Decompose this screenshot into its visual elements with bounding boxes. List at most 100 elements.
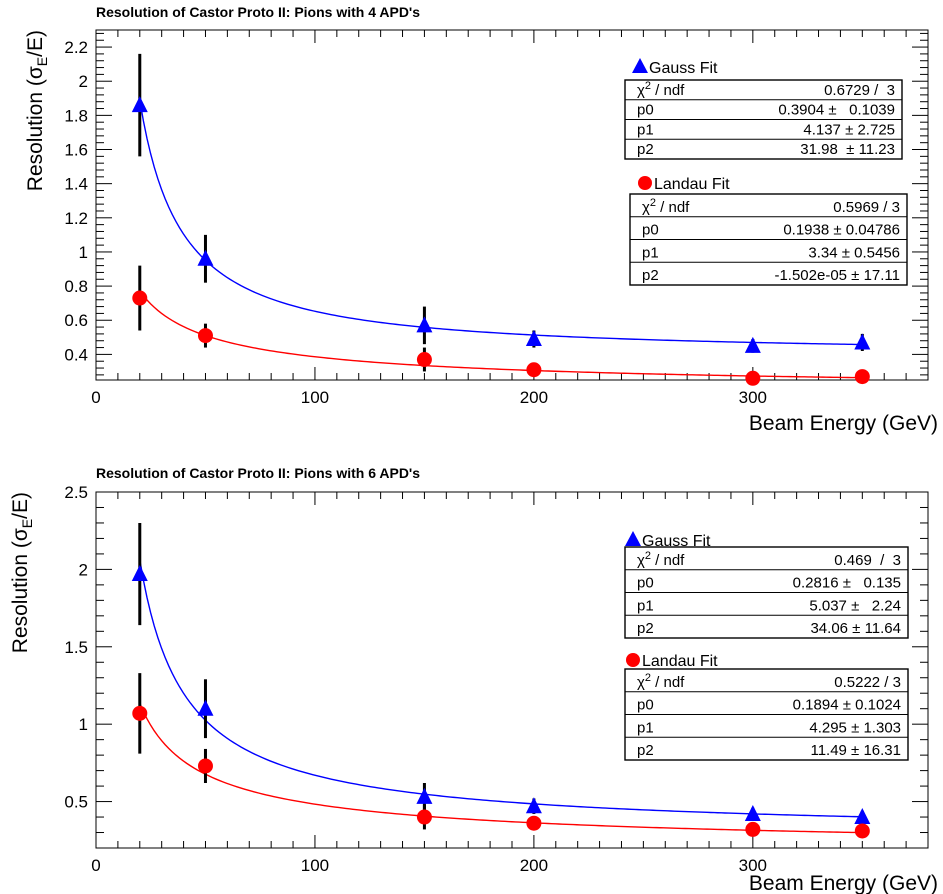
stat-label: p1 [642,244,659,261]
stat-value: 11.49 ± 16.31 [810,742,901,759]
chart-panel-1: Resolution of Castor Proto II: Pions wit… [24,4,938,435]
stat-value: 4.295 ± 1.303 [809,719,901,736]
legend-label: Gauss Fit [649,60,718,77]
data-point [416,352,432,368]
y-axis-title-part: Resolution ( [24,79,47,191]
data-point [131,96,148,113]
y-axis-title-sigma: σ [9,528,32,541]
stat-label-sup: 2 [645,672,651,684]
x-tick-label: 200 [520,388,548,407]
y-tick-label: 2 [79,72,88,91]
stat-label-rest: / ndf [651,82,685,99]
legend-label: Gauss Fit [642,533,711,550]
stat-label: p1 [637,597,654,614]
stat-label: p2 [637,620,654,637]
stat-label: p0 [642,222,659,239]
data-point [854,808,871,825]
y-tick-label: 1 [79,715,88,734]
data-point [416,787,433,804]
stat-label: p0 [637,102,654,119]
y-tick-label: 1 [79,243,88,262]
stat-value: 0.6729 / 3 [824,82,895,99]
stat-label-chi: χ [637,552,645,569]
y-tick-label: 2.5 [64,483,88,502]
y-axis-title-part: Resolution ( [9,541,32,653]
data-point [526,815,542,831]
stat-value: 0.5969 / 3 [833,199,900,216]
x-axis-title: Beam Energy (GeV) [749,872,938,894]
x-tick-label: 0 [91,388,100,407]
stat-label: p0 [637,697,654,714]
data-point [854,333,871,350]
stat-label-rest: / ndf [651,552,685,569]
data-point [744,804,761,821]
fit-curve [139,702,863,834]
data-point [745,821,761,837]
y-tick-label: 1.4 [64,175,88,194]
legend-marker [625,531,641,546]
y-tick-label: 2.2 [64,38,88,57]
stat-label: χ2 / ndf [642,197,690,216]
legend-marker [632,58,648,73]
legend-label: Landau Fit [642,653,718,670]
chart-panel-2: Resolution of Castor Proto II: Pions wit… [9,465,938,894]
y-axis-title: Resolution (σE/E) [9,492,35,653]
data-point [197,249,214,266]
y-tick-label: 0.6 [64,311,88,330]
stat-label: p2 [642,267,659,284]
stat-label-chi: χ [642,199,650,216]
x-tick-label: 100 [301,856,329,875]
data-point [131,565,148,582]
stat-label-chi: χ [637,82,645,99]
stat-label: p1 [637,719,654,736]
y-axis-title-sigma: σ [24,66,47,79]
x-tick-label: 300 [739,856,767,875]
y-tick-label: 0.4 [64,345,88,364]
stat-label: χ2 / ndf [637,672,685,691]
stat-value: 34.06 ± 11.64 [810,620,901,637]
stat-label: p0 [637,575,654,592]
data-point [197,699,214,716]
y-tick-label: 1.2 [64,209,88,228]
data-point [197,328,213,344]
stat-label-chi: χ [637,674,645,691]
stat-value: -1.502e-05 ± 17.11 [774,267,900,284]
stat-label-sup: 2 [645,80,651,92]
stat-value: 0.2816 ± 0.135 [793,575,901,592]
stat-value: 0.469 / 3 [834,552,901,569]
data-point [744,336,761,353]
stat-label: p2 [637,742,654,759]
y-axis-title-subscript: E [34,57,50,66]
stat-value: 0.5222 / 3 [834,674,901,691]
x-tick-label: 100 [301,388,329,407]
data-point [745,370,761,386]
data-point [526,362,542,378]
fit-curve [139,559,863,818]
stat-box: χ2 / ndf 0.6729 / 3 p0 0.3904 ± 0.1039 p1 4.1… [624,79,903,160]
data-point [854,823,870,839]
legend-marker [626,653,640,667]
fit-curve [139,100,863,346]
series-landau: Landau Fit χ2 / ndf 0.5222 / 3 p0 0.1894 ± 0… [132,653,909,839]
y-tick-label: 0.8 [64,277,88,296]
x-tick-label: 200 [520,856,548,875]
y-tick-label: 1.5 [64,638,88,657]
stat-value: 4.137 ± 2.725 [803,121,895,138]
y-axis-title-part: /E) [24,30,47,57]
y-tick-label: 2 [79,560,88,579]
legend-label: Landau Fit [654,176,730,193]
chart-title: Resolution of Castor Proto II: Pions wit… [96,4,420,20]
data-point [525,797,542,814]
data-point [132,290,148,306]
y-tick-label: 0.5 [64,793,88,812]
y-axis-title-subscript: E [19,519,35,528]
x-tick-label: 0 [91,856,100,875]
x-tick-label: 300 [739,388,767,407]
data-point [416,316,433,333]
fit-curve [139,290,863,379]
stat-label-rest: / ndf [651,674,685,691]
stat-label-sup: 2 [650,197,656,209]
